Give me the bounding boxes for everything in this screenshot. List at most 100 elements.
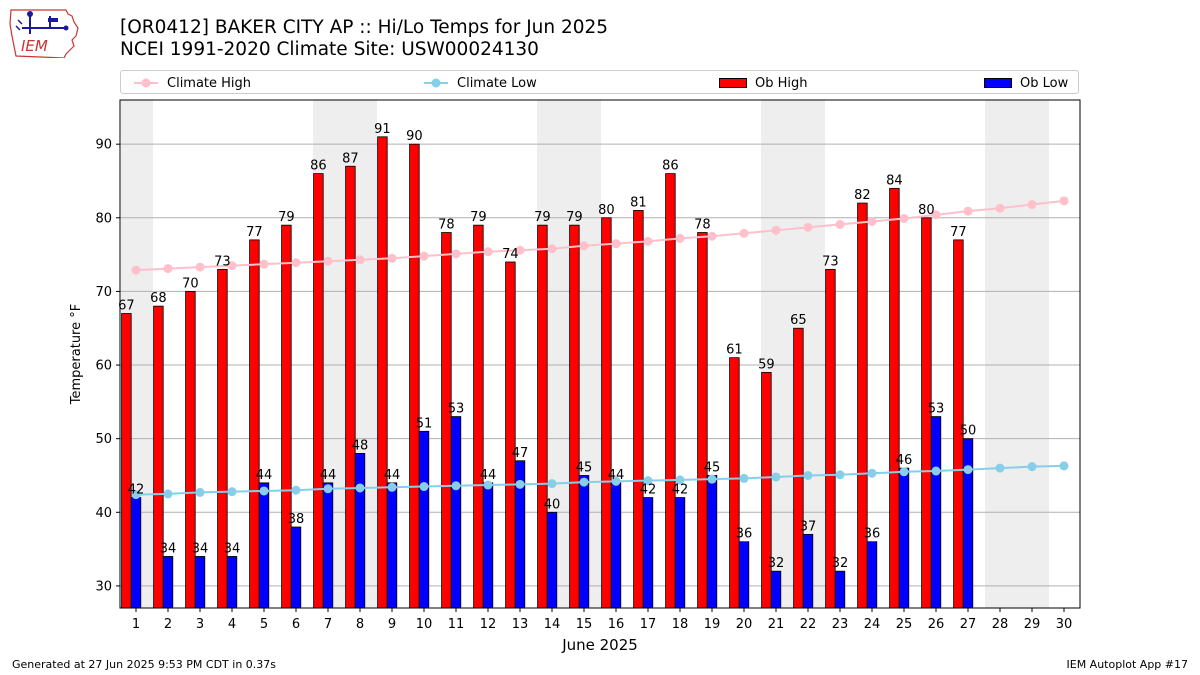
climate-high-point-day-3 [195,262,205,272]
x-tick-label-22: 22 [800,617,817,632]
ob-low-bar-day-22 [802,533,814,609]
climate-high-point-day-18 [675,233,685,243]
ob-high-bar-day-2 [153,305,164,609]
ob-low-value-label-day-25: 46 [896,453,913,468]
ob-high-bar-day-16 [601,217,612,609]
ob-low-value-label-day-20: 36 [736,527,753,542]
climate-low-point-day-22 [803,470,813,480]
footer-app: IEM Autoplot App #17 [1066,658,1189,671]
climate-low-point-day-19 [707,474,717,484]
climate-high-point-day-7 [323,256,333,266]
x-tick-label-13: 13 [512,617,529,632]
ob-low-bar-day-1 [130,497,142,609]
weekend-shade-day-7 [313,100,345,608]
ob-high-value-label-day-26: 80 [918,203,935,218]
ob-low-bar-day-2 [162,556,174,609]
x-tick-label-27: 27 [960,617,977,632]
chart-title-line1: [OR0412] BAKER CITY AP :: Hi/Lo Temps fo… [120,17,609,38]
x-tick-label-24: 24 [864,617,881,632]
climate-low-point-day-4 [227,487,237,497]
ob-high-bar-day-13 [505,261,516,609]
climate-high-point-day-12 [483,247,493,257]
legend-swatch-ob-high [719,78,747,88]
x-tick-label-10: 10 [416,617,433,632]
ob-low-value-label-day-23: 32 [832,556,849,571]
x-tick-label-15: 15 [576,617,593,632]
y-tick-label-60: 60 [95,359,112,374]
ob-low-bar-day-12 [482,482,494,609]
x-tick-label-9: 9 [388,617,396,632]
legend-item-ob-high: Ob High [719,71,808,95]
climate-low-point-day-14 [547,479,557,489]
climate-low-point-day-3 [195,487,205,497]
ob-low-value-label-day-1: 42 [128,483,145,498]
ob-low-value-label-day-12: 44 [480,468,497,483]
ob-low-bar-day-17 [642,497,654,609]
ob-high-bar-day-5 [249,239,260,609]
climate-low-point-day-27 [963,465,973,475]
climate-low-point-day-15 [579,477,589,487]
climate-high-point-day-16 [611,239,621,249]
ob-high-bar-day-8 [345,165,356,609]
ob-low-bar-day-9 [386,482,398,609]
ob-low-value-label-day-4: 34 [224,541,241,556]
climate-high-point-day-2 [163,264,173,274]
x-axis-label: June 2025 [561,636,638,654]
ob-low-bar-day-7 [322,482,334,609]
ob-high-bar-day-12 [473,224,484,609]
ob-high-value-label-day-27: 77 [950,225,967,240]
x-tick-label-23: 23 [832,617,849,632]
ob-high-bar-day-18 [665,173,676,609]
climate-high-point-day-23 [835,219,845,229]
ob-low-bar-day-6 [290,526,302,609]
x-tick-label-21: 21 [768,617,785,632]
ob-low-bar-day-4 [226,556,238,609]
x-tick-label-18: 18 [672,617,689,632]
ob-low-value-label-day-15: 45 [576,460,593,475]
ob-low-value-label-day-14: 40 [544,497,561,512]
ob-high-value-label-day-25: 84 [886,173,903,188]
weekend-shade-day-1 [121,100,153,608]
ob-low-bar-day-13 [514,460,526,609]
ob-high-value-label-day-4: 73 [214,254,231,269]
ob-high-value-label-day-17: 81 [630,195,647,210]
climate-high-point-day-13 [515,245,525,255]
weekend-shade-day-8 [345,100,377,608]
climate-low-point-day-23 [835,470,845,480]
ob-high-value-label-day-5: 77 [246,225,263,240]
weekend-shade-day-14 [537,100,569,608]
climate-low-point-day-12 [483,480,493,490]
ob-high-bar-day-25 [889,187,900,609]
weekend-shade-day-22 [793,100,825,608]
ob-low-value-label-day-19: 45 [704,460,721,475]
ob-low-bar-day-26 [930,416,942,609]
ob-low-value-label-day-24: 36 [864,527,881,542]
x-tick-label-16: 16 [608,617,625,632]
legend-item-climate-low: Climate Low [423,71,537,95]
ob-low-bar-day-14 [546,511,558,609]
ob-low-value-label-day-27: 50 [960,424,977,439]
climate-low-point-day-26 [931,466,941,476]
ob-low-bar-day-10 [418,430,430,609]
ob-low-bar-day-3 [194,556,206,609]
climate-high-point-day-20 [739,228,749,238]
chart-title-line2: NCEI 1991-2020 Climate Site: USW00024130 [120,39,539,60]
x-tick-label-17: 17 [640,617,657,632]
ob-high-value-label-day-16: 80 [598,203,615,218]
weekend-shade-day-29 [1017,100,1049,608]
climate-high-point-day-8 [355,255,365,265]
climate-low-point-day-13 [515,479,525,489]
x-tick-label-7: 7 [324,617,332,632]
y-tick-label-90: 90 [95,138,112,153]
ob-high-bar-day-23 [825,268,836,609]
x-tick-label-8: 8 [356,617,364,632]
ob-low-bar-day-19 [706,475,718,609]
ob-low-value-label-day-22: 37 [800,519,817,534]
ob-high-bar-day-1 [121,313,132,609]
x-tick-label-4: 4 [228,617,236,632]
ob-low-bar-day-25 [898,467,910,609]
ob-low-bar-day-8 [354,452,366,609]
ob-high-value-label-day-20: 61 [726,343,743,358]
legend-item-ob-low: Ob Low [984,71,1068,95]
